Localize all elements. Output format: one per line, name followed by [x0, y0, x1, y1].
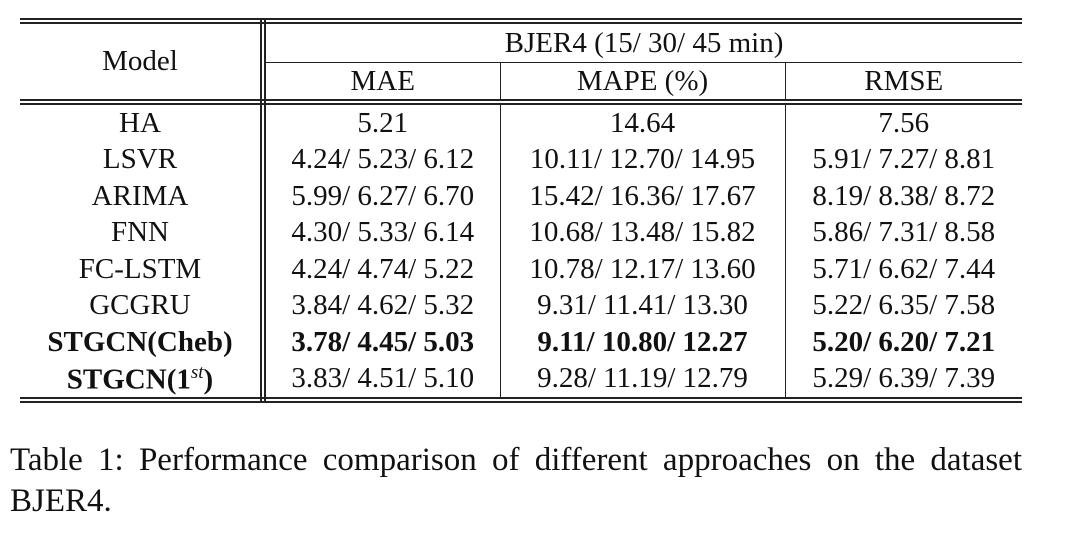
value-cell: 5.20/ 6.20/ 7.21 [812, 325, 996, 358]
group-header: BJER4 (15/ 30/ 45 min) [263, 18, 1023, 63]
model-cell: LSVR [20, 141, 266, 178]
value-cell: 3.84/ 4.62/ 5.32 [263, 287, 501, 324]
value-cell: 5.29/ 6.39/ 7.39 [785, 360, 1023, 403]
model-cell: FNN [20, 214, 266, 251]
value-cell: 3.83/ 4.51/ 5.10 [263, 360, 501, 403]
model-cell: STGCN(Cheb) [20, 324, 266, 361]
table-row: FNN 4.30/ 5.33/ 6.14 10.68/ 13.48/ 15.82 5.… [20, 214, 1022, 251]
value-cell: 3.78/ 4.45/ 5.03 [263, 324, 501, 361]
table-row: STGCN(1st) 3.83/ 4.51/ 5.10 9.28/ 11.19/ 1… [20, 360, 1023, 403]
table-row: LSVR 4.24/ 5.23/ 6.12 10.11/ 12.70/ 14.95 5… [20, 141, 1022, 178]
model-cell: ARIMA [20, 178, 266, 215]
value-cell: 5.99/ 6.27/ 6.70 [263, 178, 501, 215]
model-header: Model [20, 18, 266, 105]
table-body: HA 5.21 14.64 7.56 LSVR 4.24/ 5.23/ 6.12 10.11… [20, 102, 1023, 403]
header-row: Model BJER4 (15/ 30/ 45 min) [20, 18, 1023, 105]
value-cell: 10.11/ 12.70/ 14.95 [500, 141, 786, 178]
column-header: MAE [263, 62, 501, 105]
table-row: STGCN(Cheb) 3.78/ 4.45/ 5.03 9.11/ 10.80/ … [20, 324, 1022, 361]
value-cell: 5.21 [263, 102, 501, 142]
value-cell: 9.31/ 11.41/ 13.30 [500, 287, 786, 324]
value-cell: 9.28/ 11.19/ 12.79 [500, 360, 786, 403]
table-row: FC-LSTM 4.24/ 4.74/ 5.22 10.78/ 12.17/ 13.… [20, 251, 1022, 288]
model-superscript: st [190, 361, 204, 383]
model-cell: STGCN(1st) [20, 360, 266, 403]
value-cell: 10.78/ 12.17/ 13.60 [500, 251, 786, 288]
value-cell: 10.68/ 13.48/ 15.82 [500, 214, 786, 251]
model-name: STGCN(1 [66, 363, 191, 396]
model-name-end: ) [203, 363, 214, 396]
column-header: MAPE (%) [500, 62, 786, 105]
value-cell: 4.30/ 5.33/ 6.14 [263, 214, 501, 251]
subheader-row: MAE MAPE (%) RMSE [20, 62, 1023, 105]
model-cell: HA [20, 102, 266, 142]
value-cell: 5.91/ 7.27/ 8.81 [812, 143, 996, 176]
value-cell: 4.24/ 5.23/ 6.12 [263, 141, 501, 178]
value-cell: 15.42/ 16.36/ 17.67 [500, 178, 786, 215]
table-row: ARIMA 5.99/ 6.27/ 6.70 15.42/ 16.36/ 17.67… [20, 178, 1022, 215]
value-cell: 4.24/ 4.74/ 5.22 [263, 251, 501, 288]
value-cell: 14.64 [500, 102, 786, 142]
value-cell: 7.56 [878, 106, 930, 139]
value-cell: 5.86/ 7.31/ 8.58 [812, 216, 996, 249]
results-table: Model BJER4 (15/ 30/ 45 min) MAE MAPE (%… [20, 18, 1023, 403]
model-cell: GCGRU [20, 287, 266, 324]
caption: Table 1: Performance comparison of diffe… [10, 442, 1022, 519]
value-cell: 5.71/ 6.62/ 7.44 [812, 252, 996, 285]
model-cell: FC-LSTM [20, 251, 266, 288]
table-row: GCGRU 3.84/ 4.62/ 5.32 9.31/ 11.41/ 13.30 5… [20, 287, 1022, 324]
value-cell: 5.22/ 6.35/ 7.58 [812, 289, 996, 322]
table-row: HA 5.21 14.64 7.56 [20, 102, 1022, 142]
value-cell: 9.11/ 10.80/ 12.27 [500, 324, 786, 361]
value-cell: 8.19/ 8.38/ 8.72 [812, 179, 996, 212]
column-header: RMSE [785, 62, 1023, 105]
